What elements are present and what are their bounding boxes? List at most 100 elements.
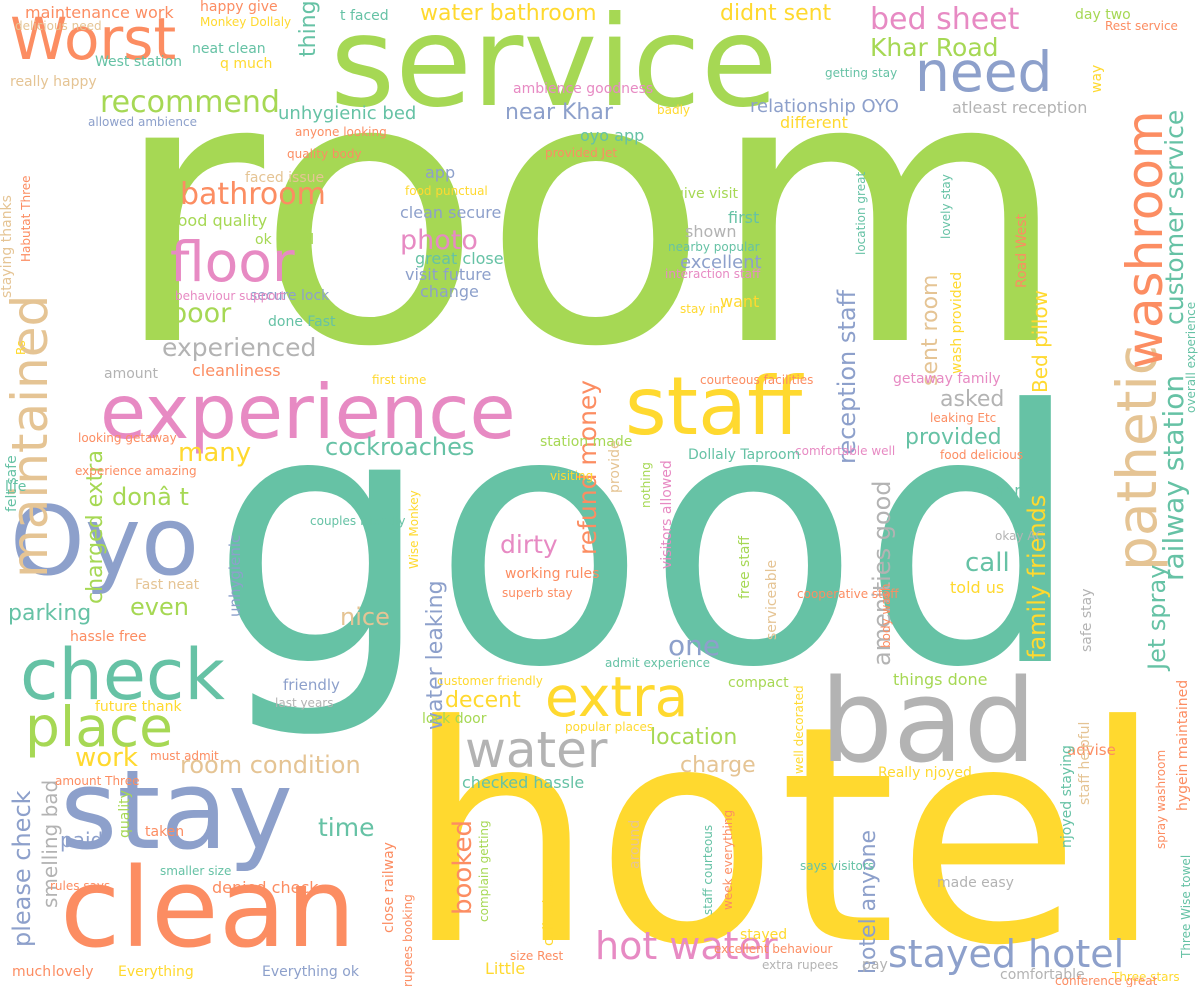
word-photo: photo bbox=[400, 225, 478, 256]
word-great-close: great close bbox=[415, 249, 504, 268]
word-road-west: Road West bbox=[1014, 214, 1030, 288]
word-says-visitors: says visitors bbox=[800, 859, 875, 873]
word-time: time bbox=[318, 813, 375, 842]
word-want: want bbox=[720, 292, 760, 311]
word-close-railway: close railway bbox=[381, 842, 397, 933]
word-stayed: stayed bbox=[740, 927, 788, 943]
word-pay: pay bbox=[862, 957, 888, 973]
word-superb-stay: superb stay bbox=[502, 586, 573, 600]
word-getting-stay: getting stay bbox=[825, 66, 898, 80]
word-quality-body: quality body bbox=[287, 147, 362, 161]
word-atleast-reception: atleast reception bbox=[952, 98, 1088, 117]
word-food-punctual: food punctual bbox=[405, 184, 488, 198]
word-maintenance-work: maintenance work bbox=[25, 3, 174, 22]
word-relationship-oyo: relationship OYO bbox=[750, 96, 899, 117]
word-wise-monkey: Wise Monkey bbox=[407, 490, 421, 569]
word-food-delicious: food delicious bbox=[940, 448, 1024, 462]
word-staff-helpful: staff helpful bbox=[1077, 721, 1093, 805]
word-thing: thing bbox=[296, 0, 321, 57]
word-ok-towel: ok towel bbox=[255, 232, 315, 248]
word-charge: charge bbox=[680, 753, 756, 778]
word-maintained: maintained bbox=[1, 294, 59, 578]
word-ambience-goodness: ambience goodness bbox=[513, 81, 654, 97]
word-asked: asked bbox=[940, 387, 1005, 412]
word-size-rest: size Rest bbox=[510, 949, 564, 963]
word-hot-water: hot water bbox=[595, 924, 778, 968]
word-call: call bbox=[965, 548, 1010, 578]
word-experience: experience bbox=[100, 368, 516, 456]
word-thank-q: thank q bbox=[988, 481, 1049, 500]
word-amount-three: amount Three bbox=[55, 774, 140, 788]
word-monkey-dollaly: Monkey Dollaly bbox=[200, 15, 292, 29]
word-overall-experience: overall experience bbox=[1184, 301, 1198, 413]
word-stayed-hotel: stayed hotel bbox=[888, 932, 1125, 976]
word-faced-issue: faced issue bbox=[245, 170, 325, 186]
word-bed-sheet: bed sheet bbox=[870, 2, 1020, 37]
word-advise: advise bbox=[1067, 741, 1116, 759]
word-excellent-behaviour: excellent behaviour bbox=[714, 942, 833, 956]
word-water-bathroom: water bathroom bbox=[420, 1, 597, 26]
word-nice: nice bbox=[340, 603, 390, 631]
word-neat-clean: neat clean bbox=[192, 41, 266, 57]
word-around: around bbox=[627, 819, 643, 869]
word-little: Little bbox=[485, 959, 526, 978]
word-much: much bbox=[12, 964, 52, 980]
word-lovely: lovely bbox=[52, 964, 94, 980]
word-friendly: friendly bbox=[283, 676, 340, 694]
word-near-khar: near Khar bbox=[505, 100, 613, 125]
word-couples-friendly: couples friendly bbox=[310, 514, 406, 528]
word-conference-great: conference great bbox=[1055, 974, 1158, 987]
word-things-done: things done bbox=[893, 670, 988, 689]
word-station-made: station made bbox=[540, 434, 633, 450]
word-rs: Rs bbox=[14, 340, 28, 355]
word-popular-places: popular places bbox=[565, 720, 654, 734]
word-provide: provide bbox=[607, 440, 623, 493]
word-day-two: day two bbox=[1075, 7, 1131, 23]
word-clean: clean bbox=[60, 844, 356, 972]
word-hotel-anyone: hotel anyone bbox=[856, 829, 881, 974]
word-location: location bbox=[650, 725, 738, 750]
word-jet-spray: Jet spray bbox=[1143, 564, 1171, 670]
word-worst: Worst bbox=[10, 5, 177, 73]
word-khar-road: Khar Road bbox=[870, 33, 999, 62]
word-everything: Everything bbox=[118, 964, 194, 980]
word-need: need bbox=[915, 40, 1053, 104]
word-comfortable: comfortable bbox=[1000, 967, 1085, 983]
word-behaviour-support: behaviour support bbox=[175, 289, 286, 303]
word-west-station: West station bbox=[95, 54, 183, 70]
word-floor: floor bbox=[170, 230, 295, 294]
word-room-condition: room condition bbox=[180, 751, 361, 779]
word-customer-service: customer service bbox=[1160, 109, 1189, 325]
word-hassle-free: hassle free bbox=[70, 629, 147, 645]
word-app: app bbox=[425, 163, 456, 182]
word-good: good bbox=[210, 336, 1083, 744]
word-wash-provided: wash provided bbox=[949, 271, 965, 374]
word-family-friends: family friends bbox=[1023, 494, 1051, 659]
word-way: way bbox=[1089, 64, 1105, 93]
word-experienced: experienced bbox=[162, 333, 317, 362]
word-experience-amazing: experience amazing bbox=[75, 464, 197, 478]
word-booked: booked bbox=[448, 820, 478, 915]
word-reception-staff: reception staff bbox=[833, 289, 861, 464]
word-one: one bbox=[668, 629, 721, 662]
word-bad: bad bbox=[820, 655, 1037, 789]
word-cooperative-staff: cooperative staff bbox=[797, 587, 899, 601]
word-room: room bbox=[112, 0, 1070, 428]
word-happy-give: happy give bbox=[200, 0, 278, 15]
word-must-admit: must admit bbox=[150, 749, 219, 763]
word-habutat-three: Habutat Three bbox=[19, 175, 33, 262]
word-nothing: nothing bbox=[639, 462, 653, 508]
word-compact: compact bbox=[728, 675, 789, 691]
word-decent: decent bbox=[445, 688, 521, 713]
word-q-much: q much bbox=[220, 56, 273, 72]
word-checked-hassle: checked hassle bbox=[462, 773, 585, 792]
word-provided: provided bbox=[905, 425, 1002, 450]
word-okay-ac: okay AC bbox=[995, 529, 1044, 543]
word-rules-says: rules says bbox=[50, 879, 111, 893]
word-work: work bbox=[75, 743, 138, 773]
word-staff-courteous: staff courteous bbox=[701, 824, 715, 915]
word-life: life bbox=[5, 479, 27, 495]
word-refund-money: refund money bbox=[573, 379, 602, 555]
word-rest-service: Rest service bbox=[1105, 19, 1178, 33]
word-hotel: hotel bbox=[405, 662, 1165, 987]
